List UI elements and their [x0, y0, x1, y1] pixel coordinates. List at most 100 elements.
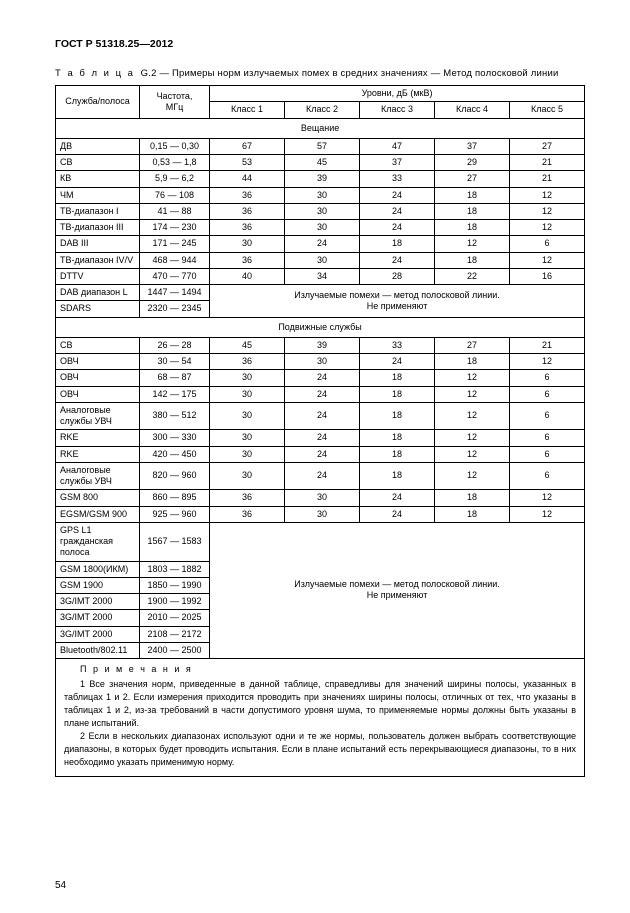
table-row: КВ5,9 — 6,24439332721 — [56, 171, 585, 187]
cell-service: ОВЧ — [56, 370, 140, 386]
cell-service: GSM 800 — [56, 490, 140, 506]
cell-service: ТВ-диапазон I — [56, 203, 140, 219]
table-row: CB26 — 284539332721 — [56, 337, 585, 353]
cell-service: 3G/IMT 2000 — [56, 594, 140, 610]
cell-freq: 1447 — 1494 — [140, 285, 210, 301]
cell-class-4: 22 — [435, 268, 510, 284]
cell-class-5: 12 — [510, 252, 585, 268]
note-2: 2 Если в нескольких диапазонах использую… — [64, 730, 576, 769]
cell-service: Аналоговые службы УВЧ — [56, 402, 140, 430]
cell-class-1: 53 — [210, 155, 285, 171]
cell-class-3: 28 — [360, 268, 435, 284]
cell-class-2: 30 — [285, 506, 360, 522]
cell-freq: 0,53 — 1,8 — [140, 155, 210, 171]
cell-note-span: Излучаемые помехи — метод полосковой лин… — [210, 285, 585, 318]
caption-number: G.2 — [141, 68, 157, 79]
cell-class-5: 6 — [510, 236, 585, 252]
cell-freq: 5,9 — 6,2 — [140, 171, 210, 187]
cell-class-4: 12 — [435, 446, 510, 462]
cell-class-5: 6 — [510, 446, 585, 462]
cell-class-4: 12 — [435, 402, 510, 430]
table-row: RKE300 — 330302418126 — [56, 430, 585, 446]
cell-class-3: 18 — [360, 386, 435, 402]
cell-service: DAB III — [56, 236, 140, 252]
cell-service: DAB диапазон L — [56, 285, 140, 301]
table-row: DAB III171 — 245302418126 — [56, 236, 585, 252]
cell-freq: 26 — 28 — [140, 337, 210, 353]
cell-class-4: 29 — [435, 155, 510, 171]
cell-freq: 2010 — 2025 — [140, 610, 210, 626]
table-body: ВещаниеДВ0,15 — 0,306757473727СВ0,53 — 1… — [56, 118, 585, 659]
cell-class-5: 6 — [510, 370, 585, 386]
cell-service: КВ — [56, 171, 140, 187]
cell-class-3: 18 — [360, 370, 435, 386]
cell-class-2: 24 — [285, 462, 360, 490]
cell-freq: 2320 — 2345 — [140, 301, 210, 317]
cell-class-2: 30 — [285, 220, 360, 236]
cell-class-4: 18 — [435, 506, 510, 522]
section-title: Подвижные службы — [56, 317, 585, 337]
cell-class-4: 12 — [435, 370, 510, 386]
cell-class-4: 37 — [435, 138, 510, 154]
cell-freq: 2108 — 2172 — [140, 626, 210, 642]
cell-class-4: 12 — [435, 386, 510, 402]
table-row: ОВЧ142 — 175302418126 — [56, 386, 585, 402]
cell-class-4: 12 — [435, 462, 510, 490]
cell-class-4: 12 — [435, 236, 510, 252]
cell-service: ОВЧ — [56, 354, 140, 370]
table-row: GSM 800860 — 8953630241812 — [56, 490, 585, 506]
cell-service: ДВ — [56, 138, 140, 154]
cell-class-5: 12 — [510, 490, 585, 506]
cell-freq: 420 — 450 — [140, 446, 210, 462]
cell-class-4: 18 — [435, 220, 510, 236]
cell-freq: 0,15 — 0,30 — [140, 138, 210, 154]
cell-class-3: 33 — [360, 171, 435, 187]
table-row: ОВЧ68 — 87302418126 — [56, 370, 585, 386]
th-levels: Уровни, дБ (мкВ) — [210, 86, 585, 102]
cell-class-1: 30 — [210, 370, 285, 386]
cell-freq: 68 — 87 — [140, 370, 210, 386]
cell-class-5: 21 — [510, 337, 585, 353]
cell-class-5: 6 — [510, 462, 585, 490]
cell-freq: 820 — 960 — [140, 462, 210, 490]
table-row: СВ0,53 — 1,85345372921 — [56, 155, 585, 171]
cell-class-1: 36 — [210, 252, 285, 268]
table-row: ОВЧ30 — 543630241812 — [56, 354, 585, 370]
cell-class-2: 24 — [285, 446, 360, 462]
cell-class-2: 30 — [285, 490, 360, 506]
main-table: Служба/полоса Частота, МГц Уровни, дБ (м… — [55, 85, 585, 659]
cell-class-3: 24 — [360, 506, 435, 522]
cell-class-3: 24 — [360, 220, 435, 236]
cell-class-4: 12 — [435, 430, 510, 446]
cell-class-5: 16 — [510, 268, 585, 284]
cell-class-3: 18 — [360, 462, 435, 490]
page-root: ГОСТ Р 51318.25—2012 Т а б л и ц а G.2 —… — [0, 0, 630, 913]
cell-class-5: 6 — [510, 386, 585, 402]
cell-class-5: 12 — [510, 220, 585, 236]
cell-class-4: 18 — [435, 354, 510, 370]
th-class-1: Класс 1 — [210, 102, 285, 118]
cell-freq: 41 — 88 — [140, 203, 210, 219]
cell-class-3: 24 — [360, 490, 435, 506]
table-row: Аналоговые службы УВЧ380 — 512302418126 — [56, 402, 585, 430]
cell-service: Bluetooth/802.11 — [56, 642, 140, 658]
cell-class-2: 24 — [285, 370, 360, 386]
cell-class-2: 24 — [285, 236, 360, 252]
cell-service: EGSM/GSM 900 — [56, 506, 140, 522]
table-row: DAB диапазон L1447 — 1494Излучаемые поме… — [56, 285, 585, 301]
table-row: RKE420 — 450302418126 — [56, 446, 585, 462]
table-row: GPS L1 гражданская полоса1567 — 1583Излу… — [56, 522, 585, 561]
cell-class-1: 36 — [210, 203, 285, 219]
cell-service: GSM 1800(ИКМ) — [56, 561, 140, 577]
cell-class-1: 44 — [210, 171, 285, 187]
cell-class-1: 30 — [210, 446, 285, 462]
cell-class-5: 21 — [510, 171, 585, 187]
cell-class-5: 27 — [510, 138, 585, 154]
table-row: EGSM/GSM 900925 — 9603630241812 — [56, 506, 585, 522]
cell-freq: 1803 — 1882 — [140, 561, 210, 577]
cell-class-1: 45 — [210, 337, 285, 353]
cell-class-3: 24 — [360, 354, 435, 370]
cell-service: SDARS — [56, 301, 140, 317]
cell-freq: 171 — 245 — [140, 236, 210, 252]
cell-class-3: 24 — [360, 187, 435, 203]
